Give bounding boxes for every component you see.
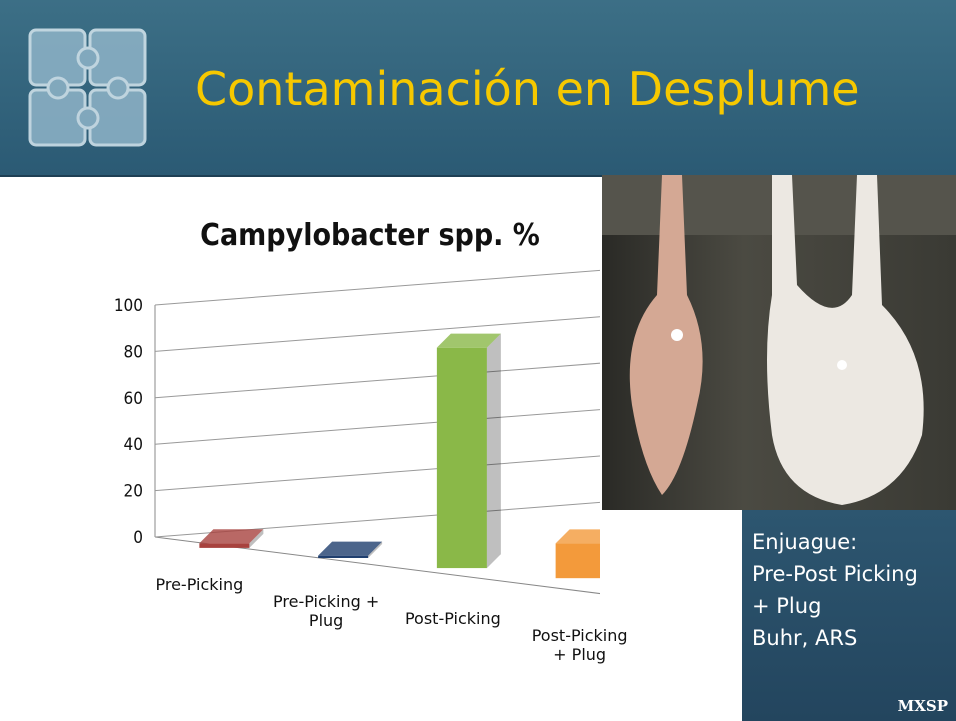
bar-face [486,333,501,569]
panel-line: Enjuague: [752,530,858,554]
chart: Campylobacter spp. % 0 20 40 60 80 100 [114,218,600,595]
photo [602,175,956,510]
bar-face [436,347,487,569]
slide-title: Contaminación en Desplume [195,62,860,116]
bar-face [555,543,600,579]
y-tick-label: 100 [114,296,143,316]
y-tick-label: 0 [133,528,143,548]
bar-face [199,543,250,548]
chart-title: Campylobacter spp. % [200,218,540,253]
bar-face [199,529,264,544]
x-tick-label: Post-Picking [404,609,501,628]
x-tick-label: Pre-Picking + Plug [273,592,380,630]
grid-line [154,455,600,492]
logo: MXSP [897,697,948,715]
puzzle-icon [28,28,147,147]
panel-line: Buhr, ARS [752,626,858,650]
bar [199,529,264,548]
bar-face [368,541,383,558]
bar-face [436,333,501,348]
bar-face [555,529,600,544]
panel-text: Enjuague: Pre-Post Picking + Plug Buhr, ARS [742,510,956,654]
bar-face [318,541,383,556]
grid-line [154,409,600,445]
panel-line: + Plug [752,594,822,618]
y-tick-label: 20 [124,482,143,502]
bar-face [249,529,264,548]
grid-line [154,269,600,306]
bar-face [318,555,369,558]
y-tick-label: 40 [124,435,143,455]
x-tick-label: Pre-Picking [155,575,244,594]
header: Contaminación en Desplume [0,0,956,177]
bar [555,529,600,579]
bar [436,333,501,569]
bar [318,541,383,558]
info-panel: Enjuague: Pre-Post Picking + Plug Buhr, ARS… [742,510,956,721]
grid-line [154,362,600,399]
photo-art [602,175,956,505]
x-tick-label: Post-Picking + Plug [531,626,628,664]
grid-line [154,316,600,352]
y-tick-label: 60 [124,389,143,409]
panel-line: Pre-Post Picking [752,562,918,586]
y-tick-label: 80 [124,342,143,362]
